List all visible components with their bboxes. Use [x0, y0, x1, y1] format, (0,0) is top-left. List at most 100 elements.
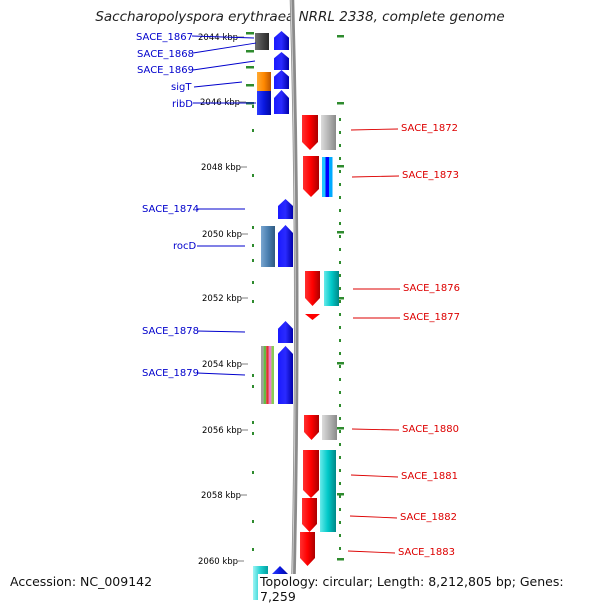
major-tick	[337, 297, 344, 300]
major-tick	[337, 102, 344, 105]
gene-arrow-sace-1878	[278, 321, 293, 343]
gene-label-left: SACE_1879	[142, 368, 199, 379]
tick-dot	[339, 508, 341, 511]
gene-arrow-sace-1881	[303, 450, 319, 498]
gene-label-leader	[351, 175, 400, 178]
genome-title: Saccharopolyspora erythraea NRRL 2338, c…	[95, 9, 505, 25]
gene-block-ribd	[257, 91, 271, 115]
gene-arrow-sace-1874	[278, 199, 293, 219]
gene-label-leader	[196, 330, 246, 333]
gene-label-left: SACE_1868	[137, 49, 194, 60]
tick-dot	[339, 365, 341, 368]
gene-arrow-sace-1880	[304, 415, 319, 440]
gene-label-left: rocD	[173, 241, 197, 252]
tick-dot	[252, 471, 254, 474]
gene-label-leader	[351, 428, 400, 431]
gene-label-leader	[196, 372, 246, 376]
tick-dot	[339, 378, 341, 381]
tick-dot	[252, 421, 254, 424]
tick-dot	[339, 313, 341, 316]
tick-dot	[339, 352, 341, 355]
major-tick	[246, 84, 254, 87]
major-tick	[337, 493, 344, 496]
genome-backbone	[289, 0, 299, 600]
tick-dot	[339, 287, 341, 290]
gene-block-sace-1872	[321, 115, 336, 150]
tick-dot	[252, 174, 254, 177]
tick-dot	[339, 417, 341, 420]
tick-dot	[339, 248, 341, 251]
major-tick	[337, 362, 344, 365]
gene-label-leader	[347, 550, 396, 554]
gene-block-sace-1879-stripe	[263, 346, 267, 404]
tick-dot	[339, 534, 341, 537]
scale-label: 2050 kbp	[202, 230, 242, 240]
tick-dot	[252, 244, 254, 247]
scale-label: 2048 kbp	[201, 163, 241, 173]
major-tick	[337, 427, 344, 430]
gene-label-right: SACE_1876	[403, 283, 460, 294]
tick-dot	[339, 222, 341, 225]
tick-dot	[339, 430, 341, 433]
gene-arrow-ribd	[274, 90, 289, 114]
gene-arrow-sace-1869	[274, 70, 289, 89]
tick-dot	[339, 196, 341, 199]
gene-block-rocd	[261, 226, 275, 267]
tick-dot	[339, 404, 341, 407]
gene-arrow-rocd	[278, 225, 293, 267]
tick-dot	[252, 385, 254, 388]
tick-dot	[252, 281, 254, 284]
gene-arrow-sace-1876	[305, 271, 320, 306]
major-tick	[246, 66, 254, 69]
gene-block-sace-1879-stripe	[261, 346, 264, 404]
scale-label: 2056 kbp	[202, 426, 242, 436]
tick-dot	[339, 131, 341, 134]
tick-dot	[339, 547, 341, 550]
gene-label-leader	[349, 515, 398, 519]
accession-text: Accession: NC_009142	[8, 574, 155, 589]
gene-label-leader	[350, 128, 399, 131]
tick-dot	[339, 144, 341, 147]
major-tick	[337, 35, 344, 38]
scale-label: 2044 kbp	[198, 33, 238, 43]
scale-label: 2054 kbp	[202, 360, 242, 370]
gene-label-left: ribD	[172, 99, 193, 110]
genome-backbone-highlight	[290, 0, 296, 600]
gene-block-sace-1876	[324, 271, 339, 306]
gene-block-sace-1879-stripe	[268, 346, 272, 404]
gene-label-leader	[192, 42, 257, 54]
gene-arrow-sace-1877	[305, 314, 320, 320]
gene-label-right: SACE_1873	[402, 170, 459, 181]
tick-dot	[339, 261, 341, 264]
gene-block-sace-1879-stripe	[271, 346, 274, 404]
major-tick	[337, 558, 344, 561]
tick-dot	[252, 520, 254, 523]
major-tick	[246, 32, 254, 35]
gene-label-right: SACE_1883	[398, 547, 455, 558]
gene-label-right: SACE_1877	[403, 312, 460, 323]
tick-dot	[339, 300, 341, 303]
tick-dot	[252, 259, 254, 262]
gene-block-sace-1873-stripe	[325, 157, 329, 197]
gene-block-sace-1879-stripe	[266, 346, 269, 404]
gene-arrow-sace-1882	[302, 498, 317, 532]
gene-arrow-sace-1879	[278, 346, 293, 404]
tick-dot	[339, 209, 341, 212]
tick-dot	[339, 482, 341, 485]
tick-dot	[339, 274, 341, 277]
tick-dot	[339, 391, 341, 394]
gene-label-leader	[192, 60, 256, 71]
tick-dot	[339, 326, 341, 329]
gene-label-right: SACE_1880	[402, 424, 459, 435]
gene-arrow-sace-1867	[274, 31, 289, 50]
gene-label-leader	[350, 474, 399, 478]
gene-label-left: sigT	[171, 82, 192, 93]
gene-label-leader	[191, 35, 255, 39]
tick-dot	[339, 469, 341, 472]
major-tick	[337, 165, 344, 168]
tick-dot	[339, 495, 341, 498]
gene-block-sace-1881	[320, 450, 336, 532]
gene-arrow-sace-1868	[274, 52, 289, 70]
tick-dot	[339, 157, 341, 160]
tick-dot	[339, 521, 341, 524]
